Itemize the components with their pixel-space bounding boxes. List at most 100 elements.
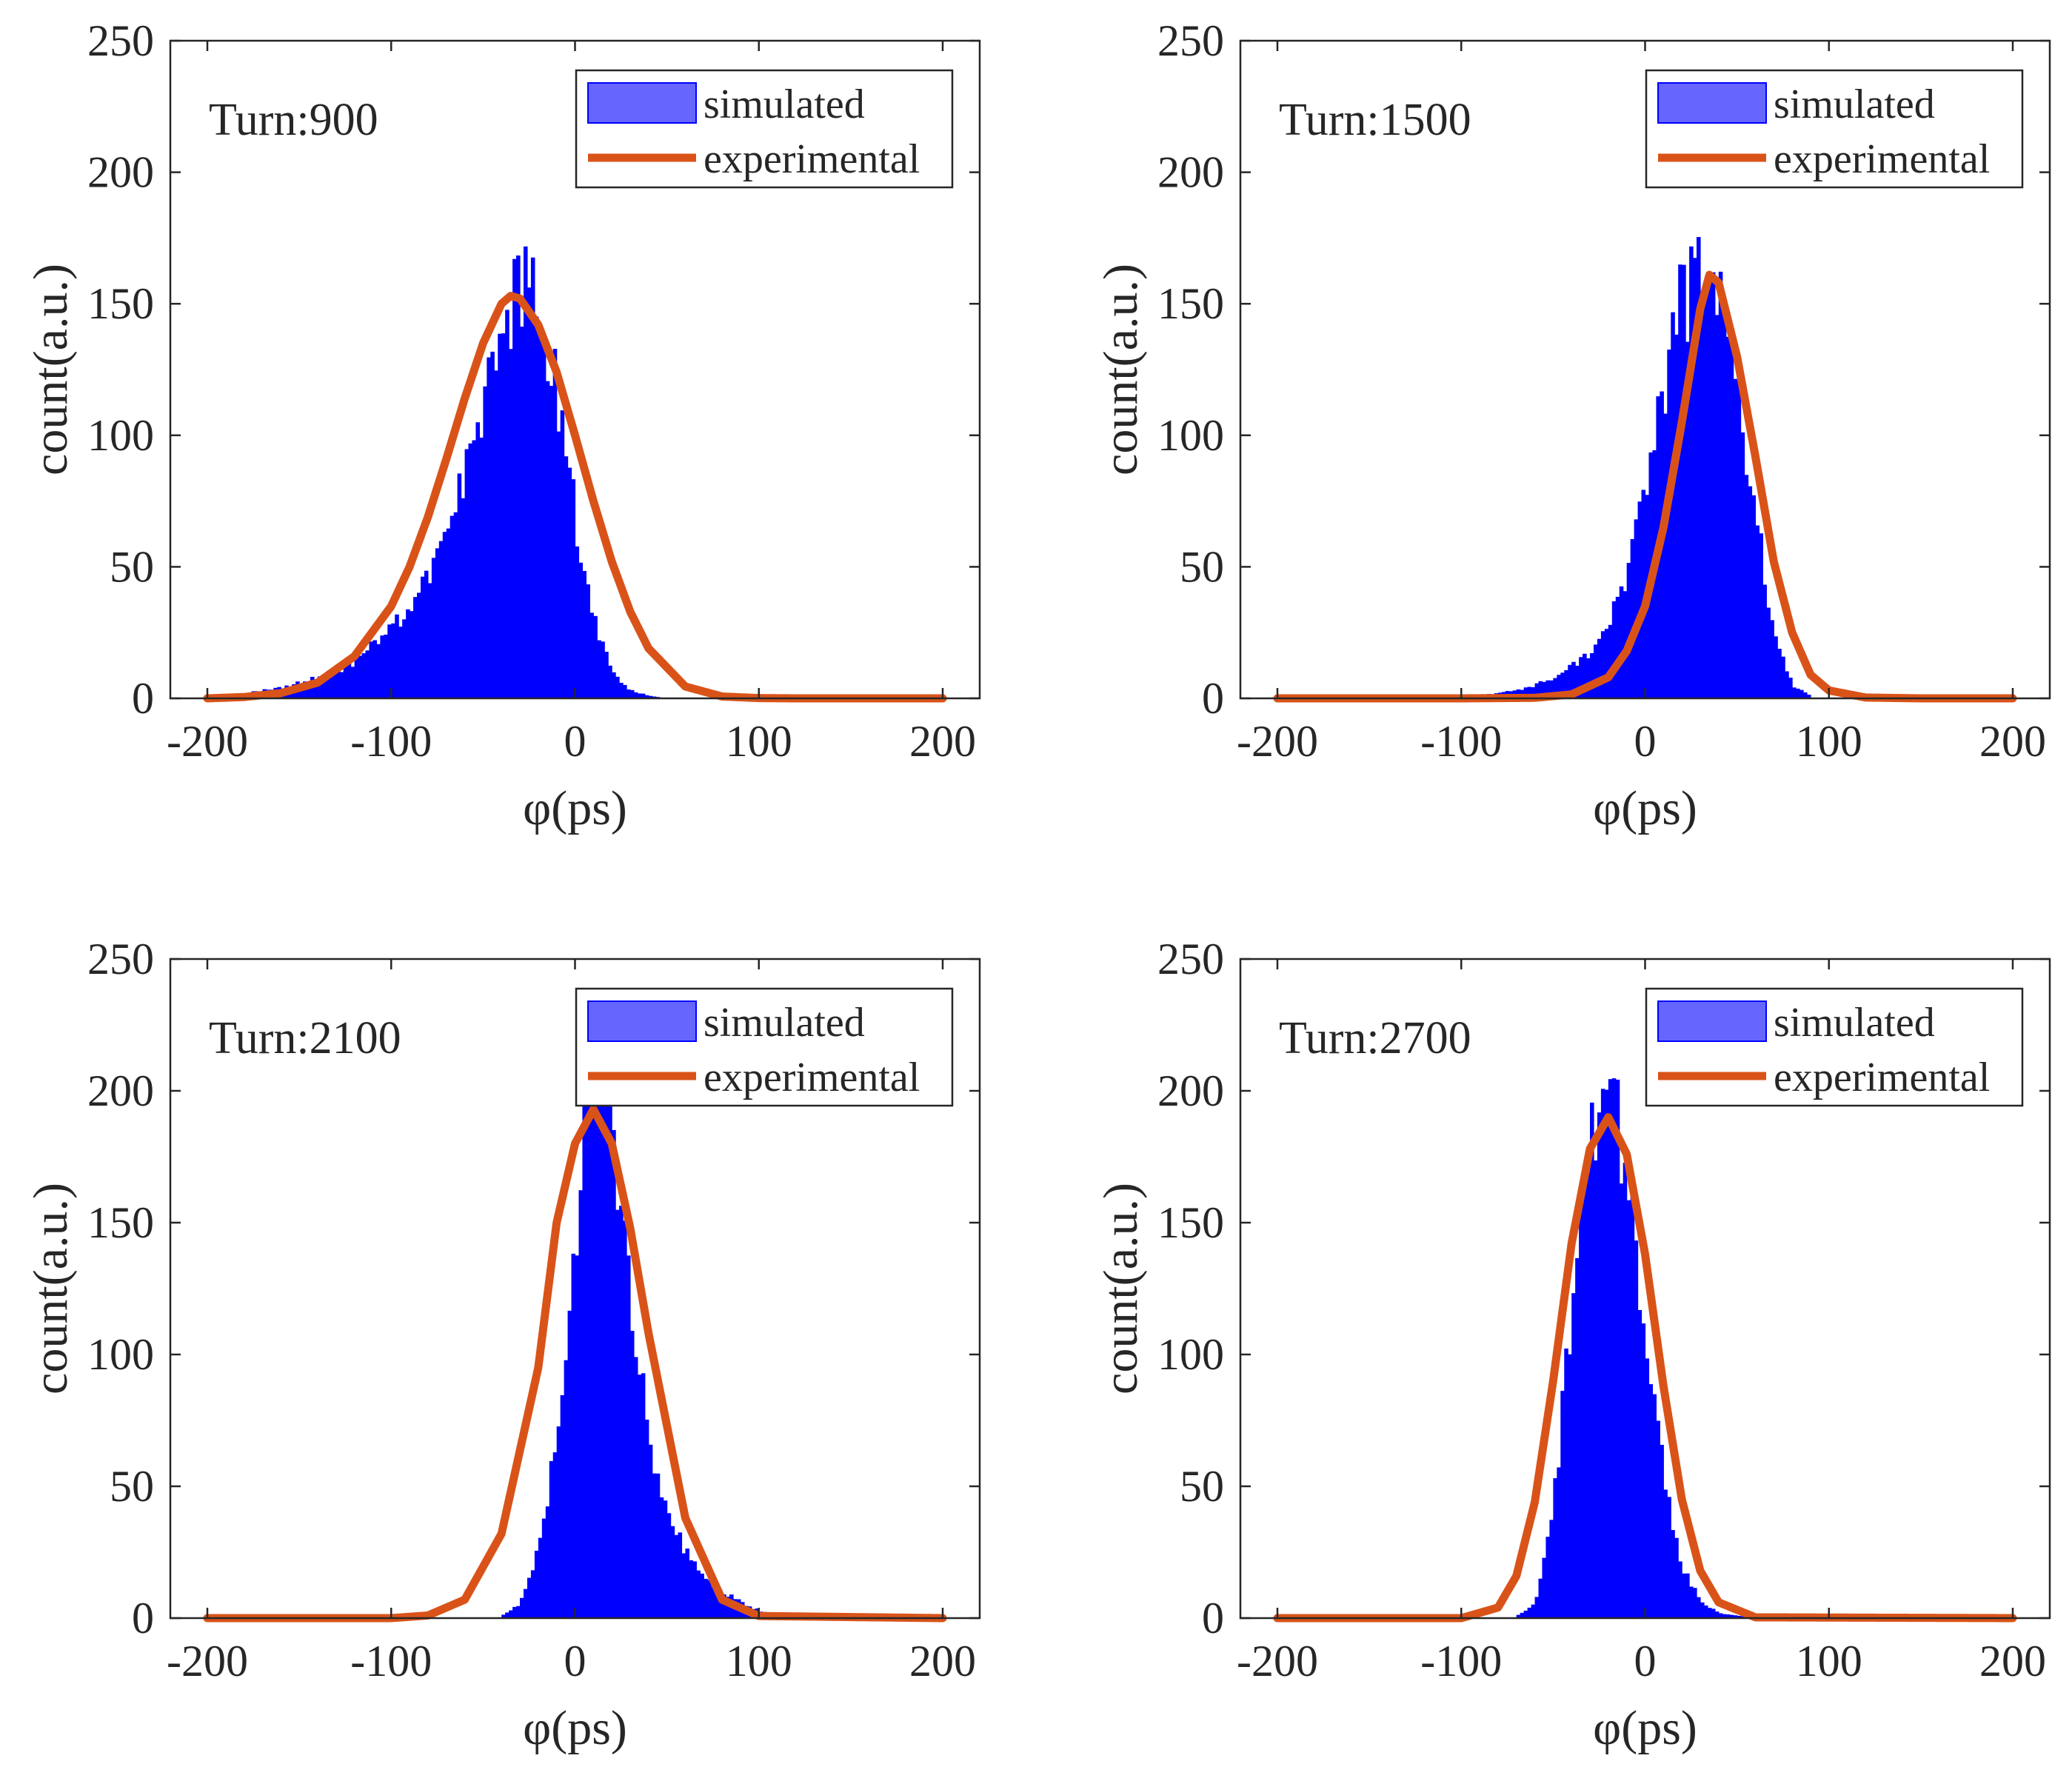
histogram-bar bbox=[1770, 620, 1774, 698]
histogram-bar bbox=[1527, 686, 1532, 698]
histogram-bar bbox=[1523, 687, 1528, 698]
legend: simulated experimental bbox=[1645, 987, 2024, 1107]
histogram-bar bbox=[707, 1580, 712, 1618]
histogram-bar bbox=[582, 571, 586, 698]
x-axis: -200 -100 0 100 200 bbox=[1237, 41, 2046, 766]
histogram-bar bbox=[512, 1606, 517, 1618]
y-axis: 0 50 100 150 200 250 bbox=[1157, 16, 2050, 723]
histogram-bar bbox=[369, 641, 374, 698]
histogram-bar bbox=[564, 456, 569, 698]
histogram-bar bbox=[608, 1058, 612, 1618]
histogram-bar bbox=[619, 683, 624, 698]
histogram-bar bbox=[1697, 237, 1701, 699]
histogram-bar bbox=[1608, 1079, 1613, 1618]
chart-panel-1: -200 -100 0 100 200 0 50 100 150 200 250 φ(ps) count… bbox=[24, 16, 981, 835]
histogram-bar bbox=[1733, 1615, 1738, 1618]
histogram-bar bbox=[509, 349, 513, 698]
histogram-bar bbox=[1648, 1384, 1654, 1618]
legend-patch-simulated bbox=[587, 1000, 697, 1042]
histogram-bar bbox=[317, 676, 322, 698]
histogram-bar bbox=[689, 1560, 693, 1618]
histogram-bar bbox=[586, 584, 590, 698]
histogram-bar bbox=[1568, 664, 1572, 698]
histogram-bar bbox=[1663, 1489, 1668, 1618]
histogram-bar bbox=[420, 576, 425, 698]
histogram-bar bbox=[666, 1513, 672, 1618]
x-tick-label: -100 bbox=[1420, 1637, 1502, 1686]
histogram-bar bbox=[1703, 295, 1708, 698]
y-tick-label: 200 bbox=[87, 148, 154, 197]
y-tick-label: 50 bbox=[1180, 1462, 1224, 1511]
histogram-bar bbox=[427, 583, 432, 698]
x-axis-label: φ(ps) bbox=[523, 781, 627, 835]
histogram-bar bbox=[1777, 649, 1782, 698]
histogram-bar bbox=[442, 532, 447, 698]
histogram-bar bbox=[545, 1506, 550, 1618]
histogram-bar bbox=[541, 1518, 547, 1618]
histogram-bar bbox=[501, 333, 506, 698]
histogram-bar bbox=[1641, 1323, 1646, 1618]
histogram-bar bbox=[450, 515, 455, 698]
histogram-bar bbox=[629, 1331, 635, 1618]
histogram-bar bbox=[589, 612, 594, 698]
legend: simulated experimental bbox=[575, 987, 954, 1107]
histogram-bar bbox=[663, 1500, 668, 1618]
histogram-bar bbox=[1671, 312, 1675, 698]
legend-label-simulated: simulated bbox=[704, 81, 865, 127]
histogram-bar bbox=[1516, 1614, 1521, 1618]
histogram-bar bbox=[1740, 1616, 1745, 1618]
histogram-bar bbox=[1619, 586, 1624, 698]
x-tick-label: 0 bbox=[564, 1637, 586, 1686]
x-tick-label: 200 bbox=[1979, 717, 2046, 766]
x-tick-label: 0 bbox=[564, 717, 586, 766]
legend: simulated experimental bbox=[575, 69, 954, 189]
turn-annotation: Turn:2100 bbox=[209, 1013, 401, 1063]
histogram-bar bbox=[593, 615, 598, 698]
histogram-bar bbox=[1685, 341, 1690, 698]
histogram-bar bbox=[380, 635, 384, 698]
histogram-bar bbox=[1600, 631, 1605, 698]
y-tick-label: 200 bbox=[1157, 1066, 1224, 1115]
histogram-bar bbox=[644, 1419, 649, 1618]
histogram-bar bbox=[1626, 1200, 1631, 1618]
histogram-bar bbox=[601, 641, 605, 698]
histogram-bar bbox=[1714, 315, 1720, 699]
histogram-bar bbox=[339, 672, 344, 698]
legend-label-experimental: experimental bbox=[1774, 136, 1990, 182]
y-tick-label: 0 bbox=[1202, 1594, 1224, 1643]
histogram-bar bbox=[552, 349, 558, 698]
histogram-bar bbox=[505, 1612, 509, 1618]
histogram-bar bbox=[1802, 692, 1808, 698]
histogram-bar bbox=[335, 670, 341, 698]
histogram-bar bbox=[527, 1577, 532, 1618]
histogram-bar bbox=[1549, 1520, 1554, 1618]
histogram-bar bbox=[1693, 258, 1697, 698]
histogram-bar bbox=[1645, 1358, 1650, 1618]
histogram-bar bbox=[1748, 486, 1753, 698]
histogram-bar bbox=[361, 653, 367, 698]
histogram-bar bbox=[1575, 1257, 1580, 1618]
histogram-bar bbox=[608, 665, 612, 698]
histogram-bar bbox=[1671, 1530, 1675, 1618]
histogram-bar bbox=[464, 449, 469, 698]
histogram-bar bbox=[461, 498, 466, 698]
histogram-bar bbox=[516, 1606, 521, 1618]
histogram-bar bbox=[1531, 687, 1536, 698]
histogram-bar bbox=[582, 1091, 586, 1618]
histogram-bar bbox=[571, 479, 576, 698]
y-axis-label: count(a.u.) bbox=[24, 1183, 78, 1394]
histogram-bar bbox=[601, 1058, 605, 1618]
histogram-bar bbox=[1737, 1615, 1742, 1618]
histogram-bar bbox=[1630, 1178, 1635, 1618]
histogram-bar bbox=[1714, 1611, 1720, 1618]
histogram-bar bbox=[321, 677, 326, 698]
y-axis-label: count(a.u.) bbox=[1094, 264, 1148, 475]
histogram-bar bbox=[328, 674, 333, 698]
x-tick-label: -100 bbox=[350, 717, 432, 766]
histogram-bar bbox=[534, 316, 539, 698]
histogram-bar bbox=[612, 1129, 616, 1618]
histogram-bar bbox=[648, 695, 653, 698]
histogram-bar bbox=[1737, 364, 1742, 698]
histogram-bar bbox=[509, 1610, 513, 1618]
histogram-bar bbox=[1733, 378, 1738, 698]
